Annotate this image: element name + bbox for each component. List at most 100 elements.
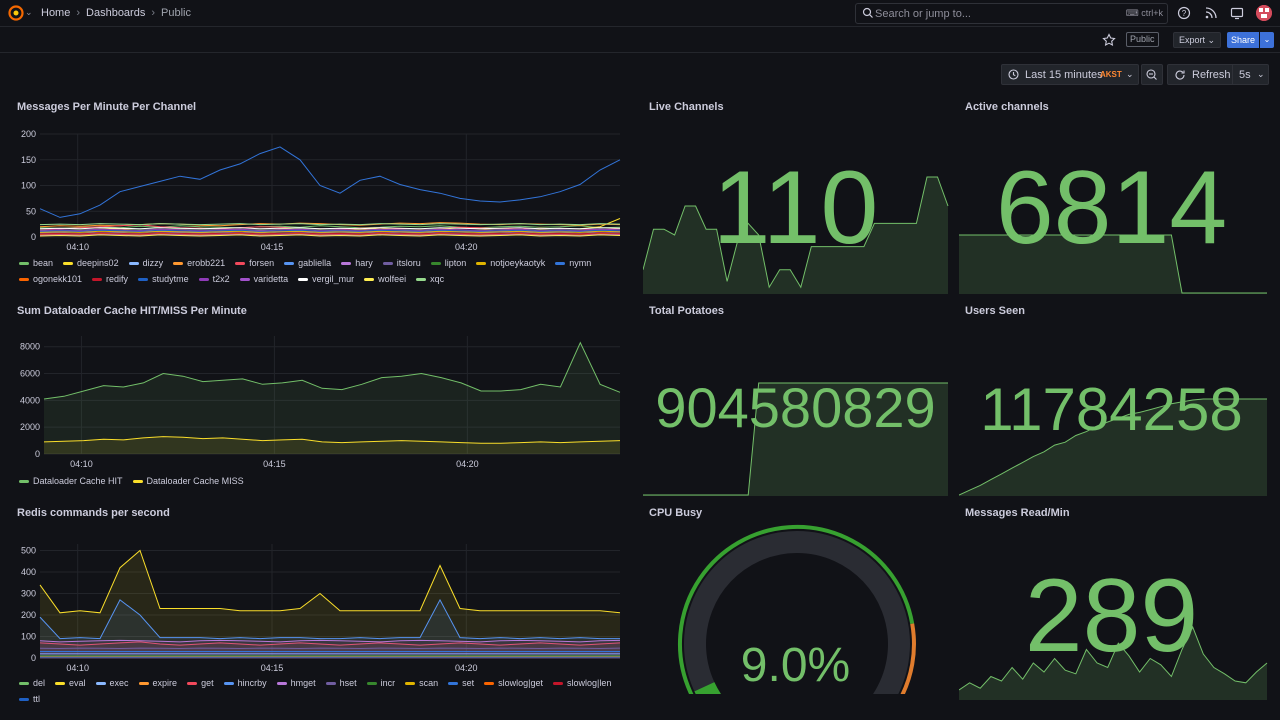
legend-item-slowlog|len[interactable]: slowlog|len bbox=[553, 678, 611, 688]
chevron-down-icon: ⌄ bbox=[1257, 69, 1265, 79]
legend-item-deepins02[interactable]: deepins02 bbox=[63, 258, 119, 268]
x-tick-label: 04:20 bbox=[455, 242, 478, 252]
zoom-out-button[interactable] bbox=[1141, 64, 1163, 85]
legend-swatch bbox=[19, 261, 29, 265]
grafana-logo-icon[interactable] bbox=[8, 5, 24, 21]
legend-item-expire[interactable]: expire bbox=[138, 678, 177, 688]
y-tick-label: 0 bbox=[31, 232, 36, 242]
legend-label: slowlog|get bbox=[498, 678, 544, 688]
legend-swatch bbox=[63, 261, 74, 265]
export-button[interactable]: Export ⌄ bbox=[1173, 32, 1221, 48]
refresh-button[interactable]: Refresh bbox=[1192, 69, 1231, 81]
chevron-down-icon[interactable]: ⌄ bbox=[25, 7, 33, 17]
series-area-get bbox=[40, 641, 620, 658]
legend-swatch bbox=[138, 277, 149, 281]
legend-label: forsen bbox=[249, 258, 275, 268]
legend-item-bean[interactable]: bean bbox=[19, 258, 53, 268]
time-range-picker[interactable]: Last 15 minutes AKST ⌄ bbox=[1001, 64, 1139, 85]
legend-item-itsloru[interactable]: itsloru bbox=[382, 258, 421, 268]
legend-item-redify[interactable]: redify bbox=[92, 274, 128, 284]
public-badge: Public bbox=[1126, 32, 1159, 47]
legend-item-studytme[interactable]: studytme bbox=[138, 274, 189, 284]
legend-item-incr[interactable]: incr bbox=[366, 678, 395, 688]
legend-swatch bbox=[555, 261, 566, 265]
y-tick-label: 0 bbox=[31, 653, 36, 663]
legend-swatch bbox=[19, 277, 29, 281]
y-tick-label: 8000 bbox=[20, 342, 40, 352]
legend-item-hmget[interactable]: hmget bbox=[276, 678, 316, 688]
legend-swatch bbox=[484, 681, 495, 685]
series-line-vergil_mur bbox=[39, 227, 621, 230]
breadcrumb-home[interactable]: Home bbox=[41, 7, 71, 19]
panel-title: Live Channels bbox=[649, 101, 724, 113]
legend-item-lipton[interactable]: lipton bbox=[430, 258, 466, 268]
chevron-down-icon: ⌄ bbox=[1263, 35, 1271, 44]
search-shortcut: ctrl+k bbox=[1141, 8, 1163, 18]
legend-item-t2x2[interactable]: t2x2 bbox=[198, 274, 230, 284]
y-tick-label: 500 bbox=[21, 545, 36, 555]
legend-item-ttl[interactable]: ttl bbox=[19, 694, 40, 704]
series-line-studytme bbox=[39, 229, 621, 232]
gauge-threshold-orange bbox=[900, 623, 916, 694]
legend-swatch bbox=[55, 681, 66, 685]
legend-label: eval bbox=[69, 678, 86, 688]
series-line-bean bbox=[39, 225, 621, 229]
sparkline-line bbox=[643, 176, 949, 289]
legend-swatch bbox=[239, 277, 250, 281]
rss-icon[interactable] bbox=[1204, 6, 1218, 20]
legend-item-eval[interactable]: eval bbox=[55, 678, 86, 688]
legend-item-notjoeykaotyk[interactable]: notjoeykaotyk bbox=[476, 258, 545, 268]
total-potatoes-sparkline bbox=[643, 382, 948, 496]
share-button[interactable]: Share bbox=[1227, 32, 1259, 48]
legend-item-slowlog|get[interactable]: slowlog|get bbox=[484, 678, 543, 688]
legend-item-scan[interactable]: scan bbox=[405, 678, 438, 688]
legend-label: deepins02 bbox=[77, 258, 119, 268]
panel-title: Messages Read/Min bbox=[965, 507, 1070, 519]
user-avatar[interactable] bbox=[1256, 5, 1272, 21]
refresh-interval-select[interactable]: 5s bbox=[1239, 69, 1251, 81]
legend-swatch bbox=[430, 261, 441, 265]
refresh-picker[interactable]: Refresh 5s ⌄ bbox=[1167, 64, 1269, 85]
legend-item-Dataloader Cache HIT[interactable]: Dataloader Cache HIT bbox=[19, 476, 123, 486]
legend-item-gabliella[interactable]: gabliella bbox=[284, 258, 331, 268]
legend-item-exec[interactable]: exec bbox=[95, 678, 129, 688]
share-dropdown-button[interactable]: ⌄ bbox=[1260, 32, 1274, 48]
legend-label: ogonekk101 bbox=[33, 274, 83, 284]
y-tick-label: 150 bbox=[21, 155, 36, 165]
legend-item-Dataloader Cache MISS[interactable]: Dataloader Cache MISS bbox=[132, 476, 244, 486]
legend-item-ogonekk101[interactable]: ogonekk101 bbox=[19, 274, 82, 284]
legend-item-hincrby[interactable]: hincrby bbox=[223, 678, 267, 688]
help-icon[interactable]: ? bbox=[1177, 6, 1191, 20]
legend-item-varidetta[interactable]: varidetta bbox=[239, 274, 288, 284]
sparkline-line bbox=[959, 398, 1267, 496]
legend-label: hincrby bbox=[237, 678, 267, 688]
legend-item-vergil_mur[interactable]: vergil_mur bbox=[298, 274, 354, 284]
legend-item-hset[interactable]: hset bbox=[325, 678, 357, 688]
legend-item-hary[interactable]: hary bbox=[341, 258, 373, 268]
legend-swatch bbox=[138, 681, 149, 685]
legend-swatch bbox=[366, 681, 377, 685]
legend-item-get[interactable]: get bbox=[187, 678, 214, 688]
y-tick-label: 100 bbox=[21, 631, 36, 641]
legend-item-forsen[interactable]: forsen bbox=[235, 258, 274, 268]
legend-label: hmget bbox=[290, 678, 316, 688]
legend-label: scan bbox=[419, 678, 439, 688]
search-input[interactable]: Search or jump to... ⌨ ctrl+k bbox=[855, 3, 1168, 24]
sparkline-line bbox=[959, 234, 1267, 294]
breadcrumb-dashboards[interactable]: Dashboards bbox=[86, 7, 146, 19]
dashboard-toolbar bbox=[0, 27, 1280, 53]
legend-item-erobb221[interactable]: erobb221 bbox=[173, 258, 225, 268]
legend-item-wolfeei[interactable]: wolfeei bbox=[364, 274, 406, 284]
legend-item-dizzy[interactable]: dizzy bbox=[128, 258, 163, 268]
legend-item-xqc[interactable]: xqc bbox=[416, 274, 444, 284]
legend-item-set[interactable]: set bbox=[448, 678, 474, 688]
star-icon[interactable] bbox=[1102, 33, 1116, 47]
kiosk-icon[interactable] bbox=[1230, 6, 1244, 20]
panel-title: Sum Dataloader Cache HIT/MISS Per Minute bbox=[17, 305, 247, 317]
stat-value: 9.0% bbox=[740, 639, 851, 692]
legend-label: itsloru bbox=[396, 258, 421, 268]
legend-item-del[interactable]: del bbox=[19, 678, 45, 688]
breadcrumb: Home › Dashboards › Public bbox=[41, 7, 191, 19]
legend-swatch bbox=[416, 277, 427, 281]
legend-item-nymn[interactable]: nymn bbox=[555, 258, 591, 268]
